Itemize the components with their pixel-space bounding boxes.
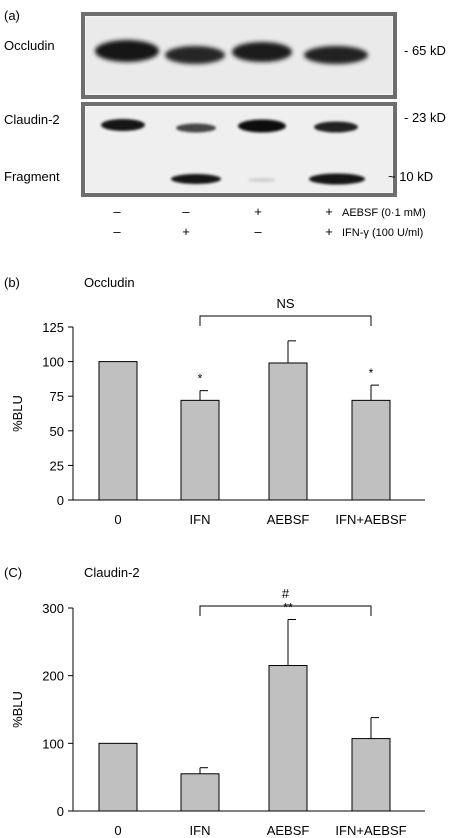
y-tick-label: 200 — [42, 669, 64, 684]
bar — [268, 362, 308, 501]
aebsf-sign-lane-3: + — [254, 204, 262, 219]
y-tick-label: 0 — [57, 493, 64, 508]
claudin-band-lane-2 — [176, 123, 216, 133]
significance-marker: * — [198, 372, 203, 386]
x-tick-label: IFN — [190, 512, 211, 527]
bar — [351, 738, 391, 812]
aebsf-sign-lane-4: + — [325, 204, 333, 219]
y-tick-label: 25 — [50, 458, 64, 473]
chart-title: Claudin-2 — [84, 565, 140, 580]
aebsf-sign-lane-1: – — [113, 204, 121, 219]
significance-marker: * — [369, 366, 374, 380]
y-tick-label: 125 — [42, 320, 64, 335]
occludin-label: Occludin — [4, 38, 55, 53]
ifn-treatment-row: – + – + IFN-γ (100 U/ml) — [113, 224, 423, 239]
x-tick-label: IFN+AEBSF — [335, 512, 406, 527]
bar — [98, 361, 138, 501]
claudin-bands — [101, 119, 365, 185]
occludin-bands — [95, 40, 368, 64]
aebsf-row-label: AEBSF (0·1 mM) — [342, 207, 426, 219]
ifn-sign-lane-2: + — [182, 224, 190, 239]
significance-bracket — [199, 315, 372, 326]
y-tick-label: 75 — [50, 389, 64, 404]
ifn-sign-lane-3: – — [254, 224, 262, 239]
claudin-label: Claudin-2 — [4, 112, 60, 127]
panel-label: (C) — [4, 565, 22, 580]
bar — [180, 399, 220, 501]
occludin-band-lane-3 — [232, 42, 292, 62]
panel-a-label: (a) — [4, 8, 20, 23]
y-axis-label: %BLU — [10, 691, 25, 728]
bar — [98, 742, 138, 812]
aebsf-sign-lane-2: – — [182, 204, 190, 219]
claudin-band-lane-3 — [238, 119, 286, 133]
bar — [351, 399, 391, 501]
claudin-kd-label: - 23 kD — [404, 110, 446, 125]
chart-claudin: (C) Claudin-2 0 100 200 300 %BLU 0 IFN ** AEBSF IFN… — [4, 565, 425, 838]
x-tick-label: AEBSF — [267, 823, 310, 838]
fragment-band-lane-4 — [309, 173, 365, 185]
ifn-sign-lane-4: + — [325, 224, 333, 239]
chart-title: Occludin — [84, 275, 135, 290]
x-tick-label: IFN — [190, 823, 211, 838]
occludin-band-lane-2 — [165, 46, 225, 64]
aebsf-treatment-row: – – + + AEBSF (0·1 mM) — [113, 204, 425, 219]
y-axis-label: %BLU — [10, 395, 25, 432]
panel-a: (a) Occludin - 65 kD Claudin-2 - 23 kD F… — [4, 8, 446, 239]
occludin-band-lane-1 — [95, 40, 159, 62]
x-tick-label: AEBSF — [267, 512, 310, 527]
occludin-band-lane-4 — [304, 46, 368, 64]
significance-marker: ** — [283, 601, 293, 615]
fragment-kd-label: ~ 10 kD — [388, 169, 433, 184]
y-tick-label: 100 — [42, 355, 64, 370]
x-tick-label: 0 — [114, 512, 121, 527]
occludin-kd-label: - 65 kD — [404, 43, 446, 58]
bracket-label: NS — [276, 296, 294, 311]
fragment-label: Fragment — [4, 169, 60, 184]
y-tick-label: 300 — [42, 601, 64, 616]
ifn-sign-lane-1: – — [113, 224, 121, 239]
bracket-label: # — [282, 586, 290, 601]
panel-label: (b) — [4, 275, 20, 290]
ifn-row-label: IFN-γ (100 U/ml) — [342, 227, 423, 239]
chart-occludin: (b) Occludin 0 25 50 75 100 125 %BLU 0 * IFN AEBSF * I… — [4, 275, 425, 527]
bar — [180, 773, 220, 812]
fragment-band-lane-3 — [248, 178, 276, 182]
y-tick-label: 0 — [57, 804, 64, 819]
x-tick-label: 0 — [114, 823, 121, 838]
y-tick-label: 100 — [42, 736, 64, 751]
y-tick-label: 50 — [50, 424, 64, 439]
claudin-band-lane-1 — [101, 119, 145, 131]
significance-bracket — [199, 605, 372, 616]
x-tick-label: IFN+AEBSF — [335, 823, 406, 838]
fragment-band-lane-2 — [171, 174, 221, 184]
bar — [268, 665, 308, 812]
claudin-band-lane-4 — [314, 121, 358, 133]
